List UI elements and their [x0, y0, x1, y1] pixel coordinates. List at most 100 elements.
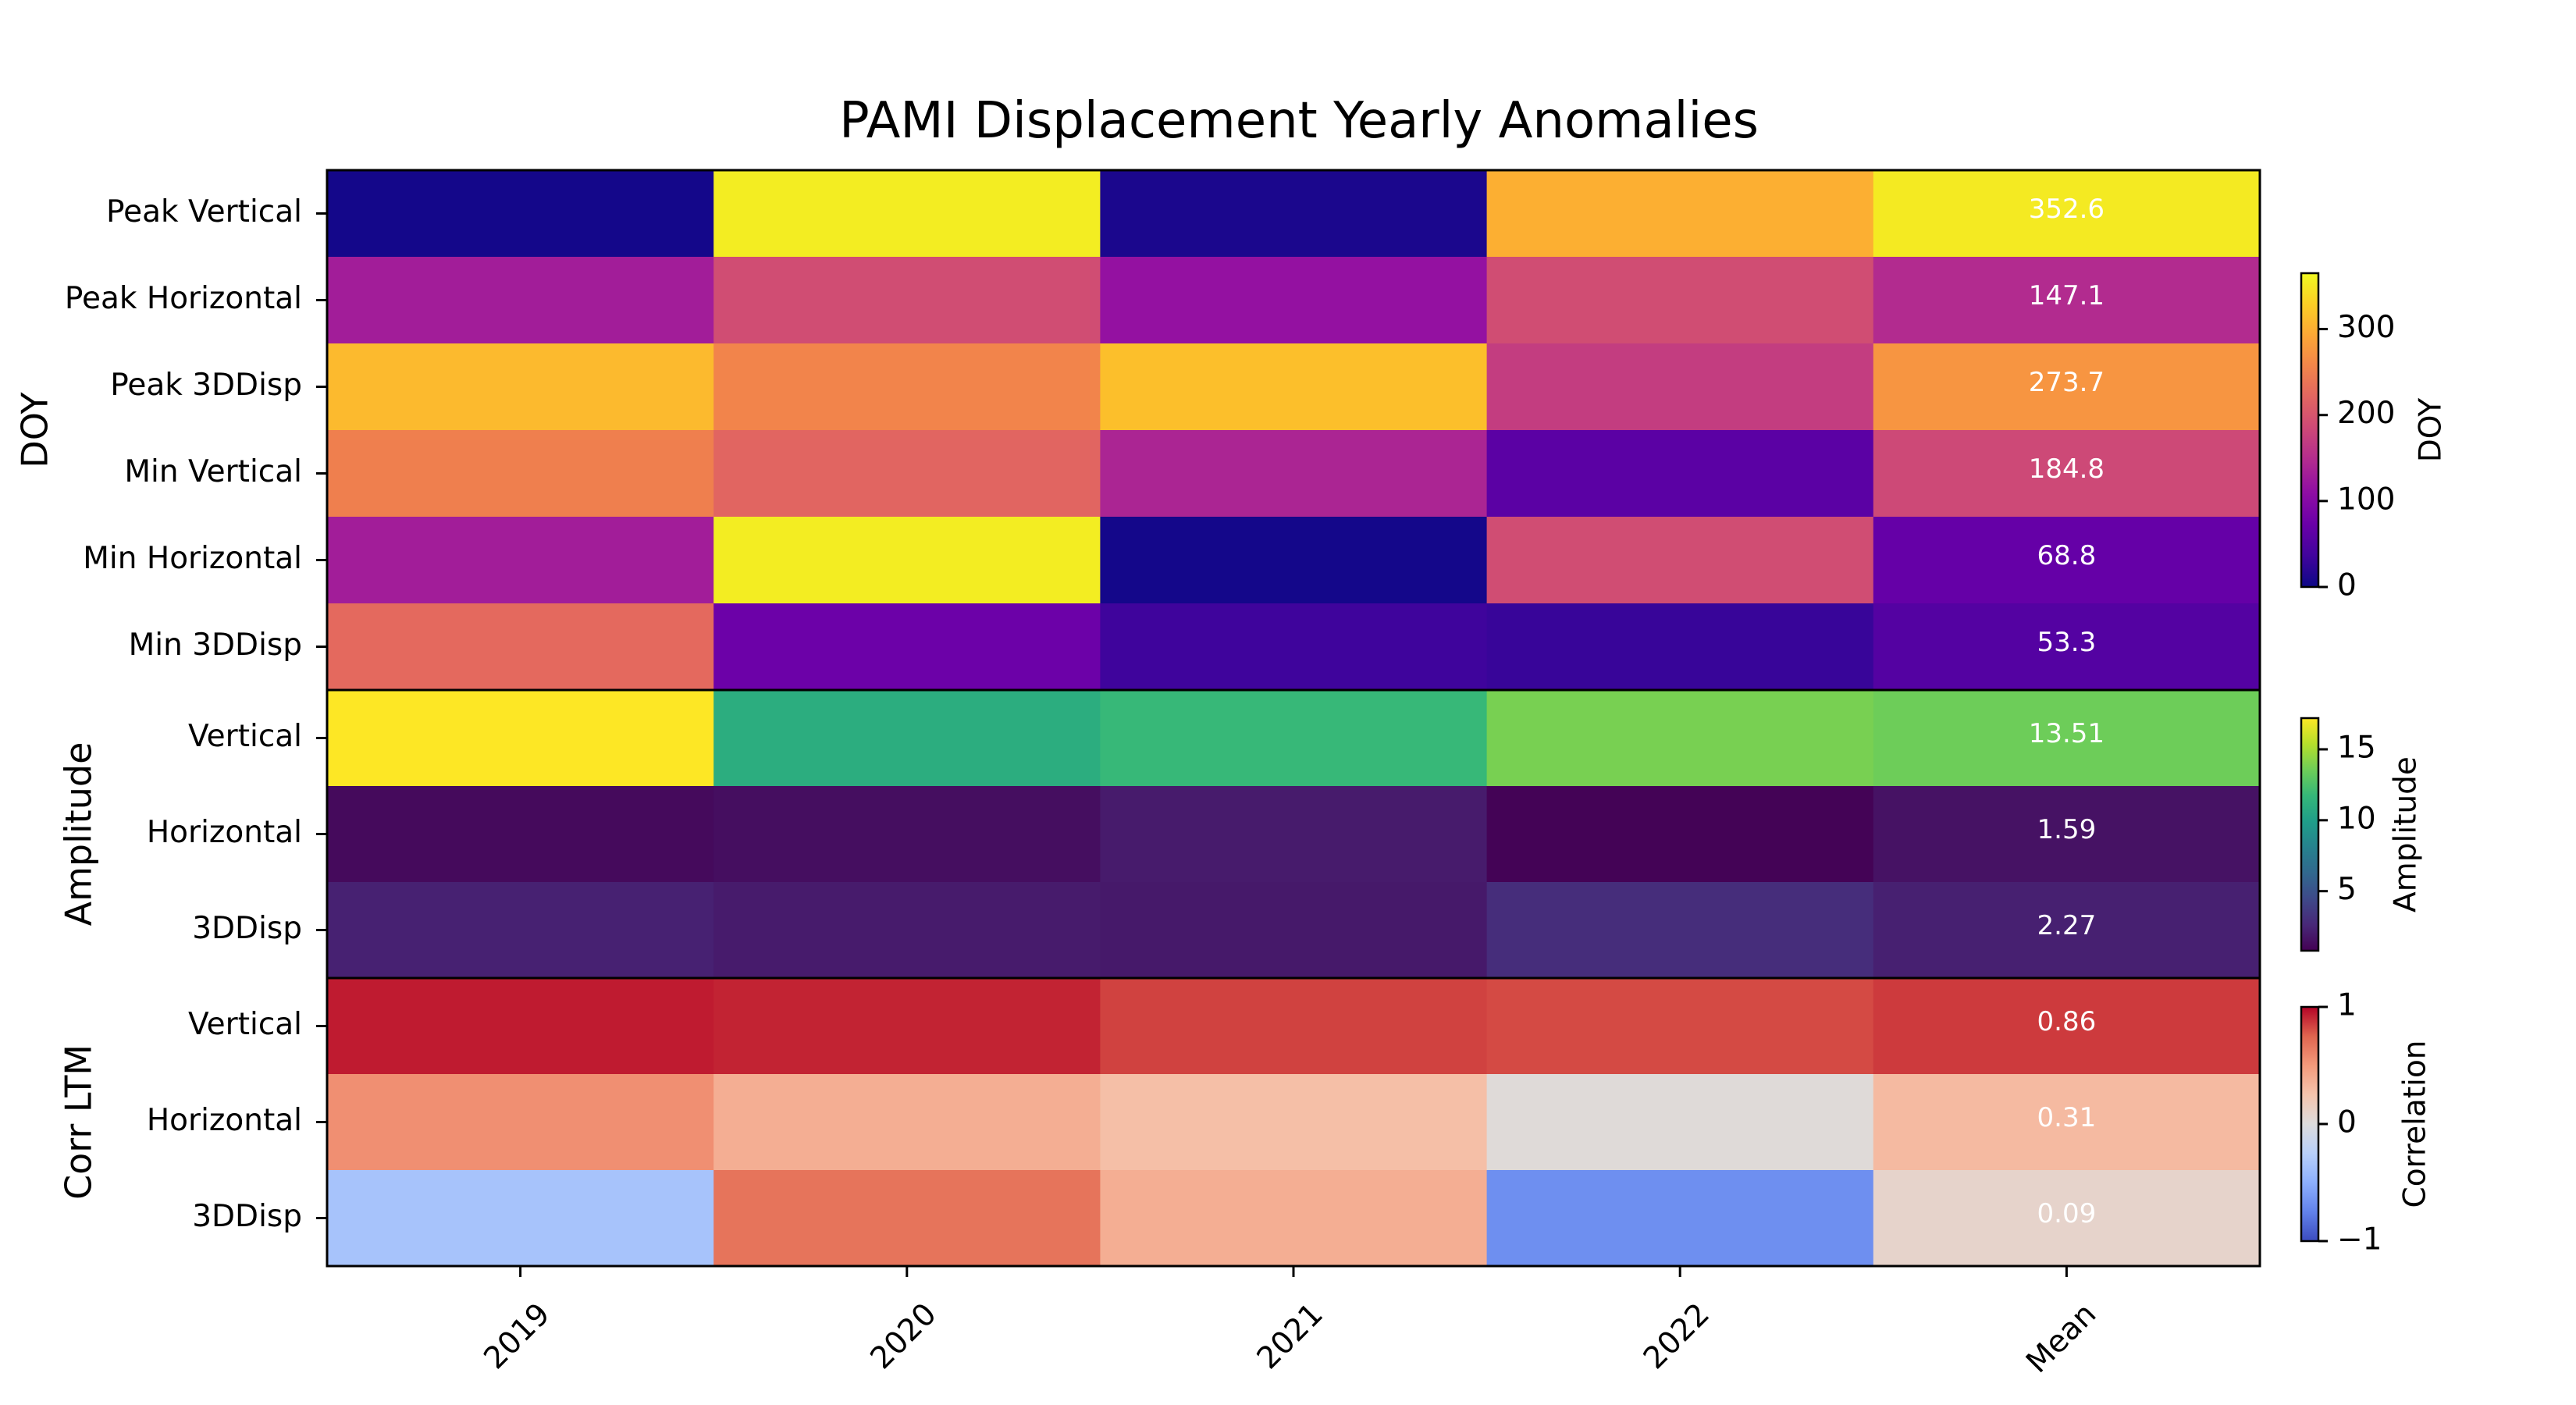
row-label: Horizontal — [147, 1103, 302, 1138]
heatmap-cell — [713, 603, 1101, 691]
colorbar-label: DOY — [2414, 398, 2449, 463]
heatmap-cell — [713, 257, 1101, 344]
heatmap-cell — [713, 978, 1101, 1075]
colorbar-label: Amplitude — [2389, 756, 2424, 912]
heatmap-cell — [1100, 517, 1488, 604]
colorbar — [2300, 1005, 2320, 1243]
group-label: Amplitude — [58, 742, 100, 927]
heatmap-cell — [327, 517, 714, 604]
heatmap-cell — [713, 517, 1101, 604]
colorbar-tick-label: 5 — [2337, 872, 2357, 907]
heatmap-cell — [1873, 690, 2261, 787]
heatmap-cell — [1100, 343, 1488, 431]
heatmap-cell — [713, 430, 1101, 518]
heatmap-cell — [1873, 430, 2261, 518]
colorbar-tick-label: 100 — [2337, 482, 2395, 517]
heatmap-cell — [1100, 1074, 1488, 1171]
colorbar-tick-label: 1 — [2337, 988, 2357, 1023]
heatmap-cell — [1873, 786, 2261, 883]
heatmap-cell — [1486, 343, 1874, 431]
heatmap-cell — [1486, 786, 1874, 883]
heatmap-cell — [327, 1074, 714, 1171]
heatmap-cell — [1873, 257, 2261, 344]
colorbar-tick-label: −1 — [2337, 1222, 2382, 1257]
row-label: Peak Horizontal — [65, 281, 302, 316]
group-label: Corr LTM — [58, 1044, 100, 1200]
x-tick-label: 2019 — [477, 1297, 557, 1376]
chart-title: PAMI Displacement Yearly Anomalies — [839, 92, 1759, 150]
row-label: 3DDisp — [192, 911, 302, 946]
row-label: 3DDisp — [192, 1199, 302, 1234]
heatmap-cell — [1486, 978, 1874, 1075]
heatmap-cell — [327, 170, 714, 258]
row-label: Vertical — [188, 1007, 302, 1042]
heatmap-cell — [1486, 1170, 1874, 1267]
cell-value-label: 184.8 — [2029, 454, 2105, 485]
heatmap-cell — [1486, 430, 1874, 518]
heatmap-cell — [1873, 517, 2261, 604]
heatmap-cell — [327, 257, 714, 344]
heatmap-cell — [713, 170, 1101, 258]
heatmap-cell — [713, 786, 1101, 883]
group-label: DOY — [14, 391, 56, 468]
row-label: Min Horizontal — [83, 541, 302, 576]
heatmap-cell — [1100, 786, 1488, 883]
heatmap-cell — [1873, 603, 2261, 691]
heatmap-cell — [1100, 170, 1488, 258]
cell-value-label: 0.31 — [2037, 1102, 2097, 1133]
x-tick-label: Mean — [2019, 1297, 2103, 1380]
colorbar-tick-label: 0 — [2337, 1105, 2357, 1140]
colorbar-tick-label: 10 — [2337, 801, 2376, 836]
x-tick-label: 2021 — [1251, 1297, 1330, 1376]
heatmap-cell — [1486, 603, 1874, 691]
cell-value-label: 2.27 — [2037, 910, 2097, 941]
x-tick-label: 2022 — [1637, 1297, 1717, 1376]
heatmap-cell — [1873, 1170, 2261, 1267]
colorbar-tick-label: 15 — [2337, 730, 2376, 765]
heatmap-cell — [327, 603, 714, 691]
colorbar-tick-label: 0 — [2337, 568, 2357, 603]
colorbar-tick-label: 200 — [2337, 396, 2395, 431]
heatmap-cell — [1100, 603, 1488, 691]
cell-value-label: 273.7 — [2029, 367, 2105, 398]
heatmap-cell — [327, 978, 714, 1075]
heatmap-cell — [1100, 978, 1488, 1075]
heatmap-cell — [327, 1170, 714, 1267]
heatmap-cell — [1100, 882, 1488, 979]
heatmap-cell — [327, 882, 714, 979]
x-tick-label: 2020 — [864, 1297, 944, 1376]
heatmap-cell — [713, 1170, 1101, 1267]
heatmap-cell — [1873, 1074, 2261, 1171]
heatmap-cell — [327, 343, 714, 431]
heatmap-cell — [1486, 1074, 1874, 1171]
cell-value-label: 0.09 — [2037, 1198, 2097, 1229]
heatmap-cell — [1486, 690, 1874, 787]
row-label: Min Vertical — [124, 454, 302, 489]
cell-value-label: 53.3 — [2037, 627, 2097, 658]
heatmap-cell — [1486, 517, 1874, 604]
heatmap-cell — [713, 343, 1101, 431]
cell-value-label: 0.86 — [2037, 1006, 2097, 1037]
cell-value-label: 147.1 — [2029, 280, 2105, 311]
row-label: Peak Vertical — [106, 194, 302, 229]
heatmap-cell — [1486, 257, 1874, 344]
row-label: Vertical — [188, 719, 302, 754]
colorbar — [2300, 272, 2320, 589]
heatmap-cell — [327, 786, 714, 883]
heatmap-cell — [327, 690, 714, 787]
heatmap-cell — [1873, 978, 2261, 1075]
colorbar-tick-label: 300 — [2337, 310, 2395, 345]
heatmap-cell — [713, 1074, 1101, 1171]
heatmap-cell — [327, 430, 714, 518]
heatmap-cell — [1100, 430, 1488, 518]
heatmap-cell — [1100, 1170, 1488, 1267]
heatmap-cell — [713, 690, 1101, 787]
heatmap-cell — [1100, 257, 1488, 344]
row-label: Horizontal — [147, 815, 302, 850]
heatmap-cell — [1486, 882, 1874, 979]
cell-value-label: 68.8 — [2037, 540, 2097, 571]
cell-value-label: 352.6 — [2029, 194, 2105, 225]
heatmap-cell — [1873, 170, 2261, 258]
